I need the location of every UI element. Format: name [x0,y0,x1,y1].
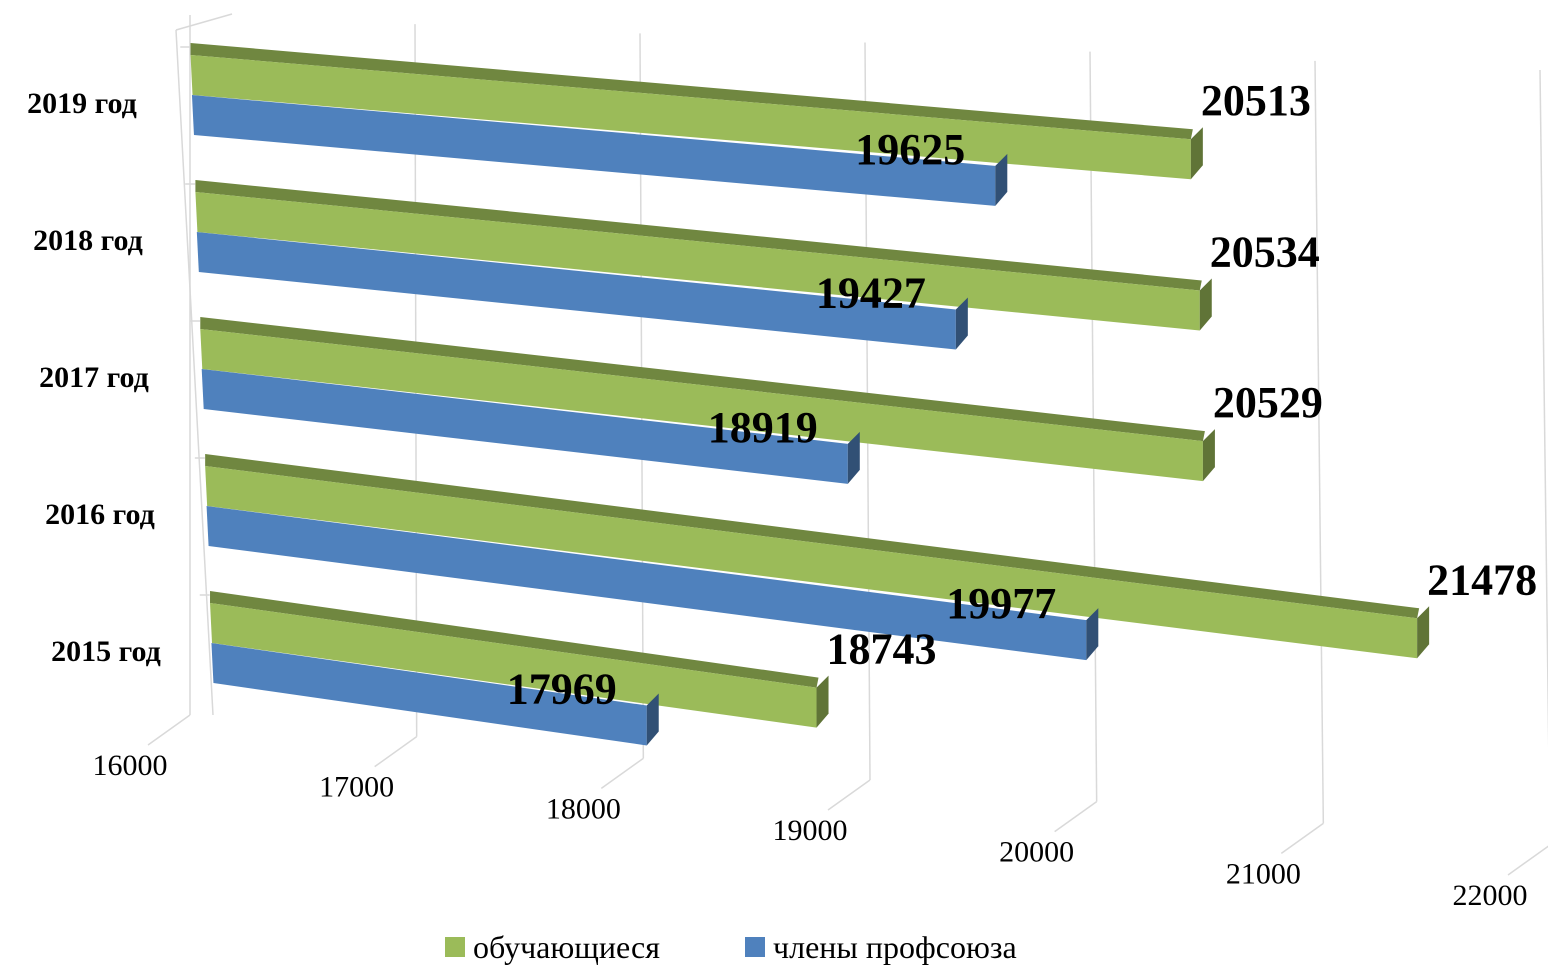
bar-top [210,591,819,688]
bars [190,43,1430,746]
x-tick-label: 16000 [93,749,168,782]
floor-tick [827,779,871,811]
x-tick-label: 21000 [1226,857,1301,890]
data-label: 18743 [827,625,937,674]
bar-end [646,693,659,746]
floor-tick [147,714,191,746]
bar-end [1417,606,1430,659]
x-tick-label: 18000 [546,792,621,825]
floor-tick [1280,822,1324,854]
data-label: 21478 [1427,555,1537,604]
bar [191,95,996,206]
legend: обучающиеся члены профсоюза [445,929,1017,965]
legend-label: обучающиеся [473,929,660,965]
axes: 16000 17000 18000 19000 20000 21000 22000 2015 … [27,13,1528,912]
legend-swatch [745,937,765,957]
bar-end [1190,127,1203,180]
y-axis-top [175,13,233,31]
bar-top [200,317,1205,442]
floor-tick [600,757,644,789]
bar-top [205,454,1420,619]
category-label: 2017 год [39,361,149,394]
bar [200,329,1203,482]
gridline [1539,69,1548,749]
category-label: 2016 год [45,498,155,531]
legend-swatch [445,937,465,957]
bar-end [816,675,829,728]
bar [195,192,1200,331]
data-label: 19977 [946,579,1056,628]
data-label: 19427 [816,268,926,317]
floor-tick [1507,845,1548,876]
bar [210,603,817,728]
gridline [1314,60,1325,824]
category-label: 2015 год [51,635,161,668]
floor-tick [1054,801,1098,833]
category-label: 2018 год [33,224,143,257]
bar-top [190,43,1193,140]
data-label: 20534 [1210,227,1320,276]
bar-end [1202,429,1215,482]
category-label: 2019 год [27,87,137,120]
data-label: 17969 [507,664,617,713]
data-label: 20529 [1213,378,1323,427]
floor-tick [374,736,418,768]
legend-label: члены профсоюза [773,929,1017,965]
bar-end [1086,608,1099,661]
data-label: 19625 [855,125,965,174]
data-label: 18919 [708,403,818,452]
bar [206,506,1087,661]
bar-end [847,431,860,484]
data-labels: 18743 17969 21478 19977 20529 18919 20534 19427… [507,76,1537,713]
bar [205,466,1418,659]
bar-end [955,297,968,350]
bar-top [195,180,1202,291]
bar [201,369,848,484]
bar [190,55,1191,180]
x-tick-label: 22000 [1453,879,1528,912]
x-tick-label: 17000 [319,771,394,804]
x-tick-label: 19000 [773,814,848,847]
bar-end [1199,278,1212,331]
y-axis-line [175,29,214,716]
data-label: 20513 [1201,76,1311,125]
bar [211,643,647,746]
bar [196,232,956,350]
bar-end [995,153,1008,206]
x-tick-label: 20000 [999,836,1074,869]
